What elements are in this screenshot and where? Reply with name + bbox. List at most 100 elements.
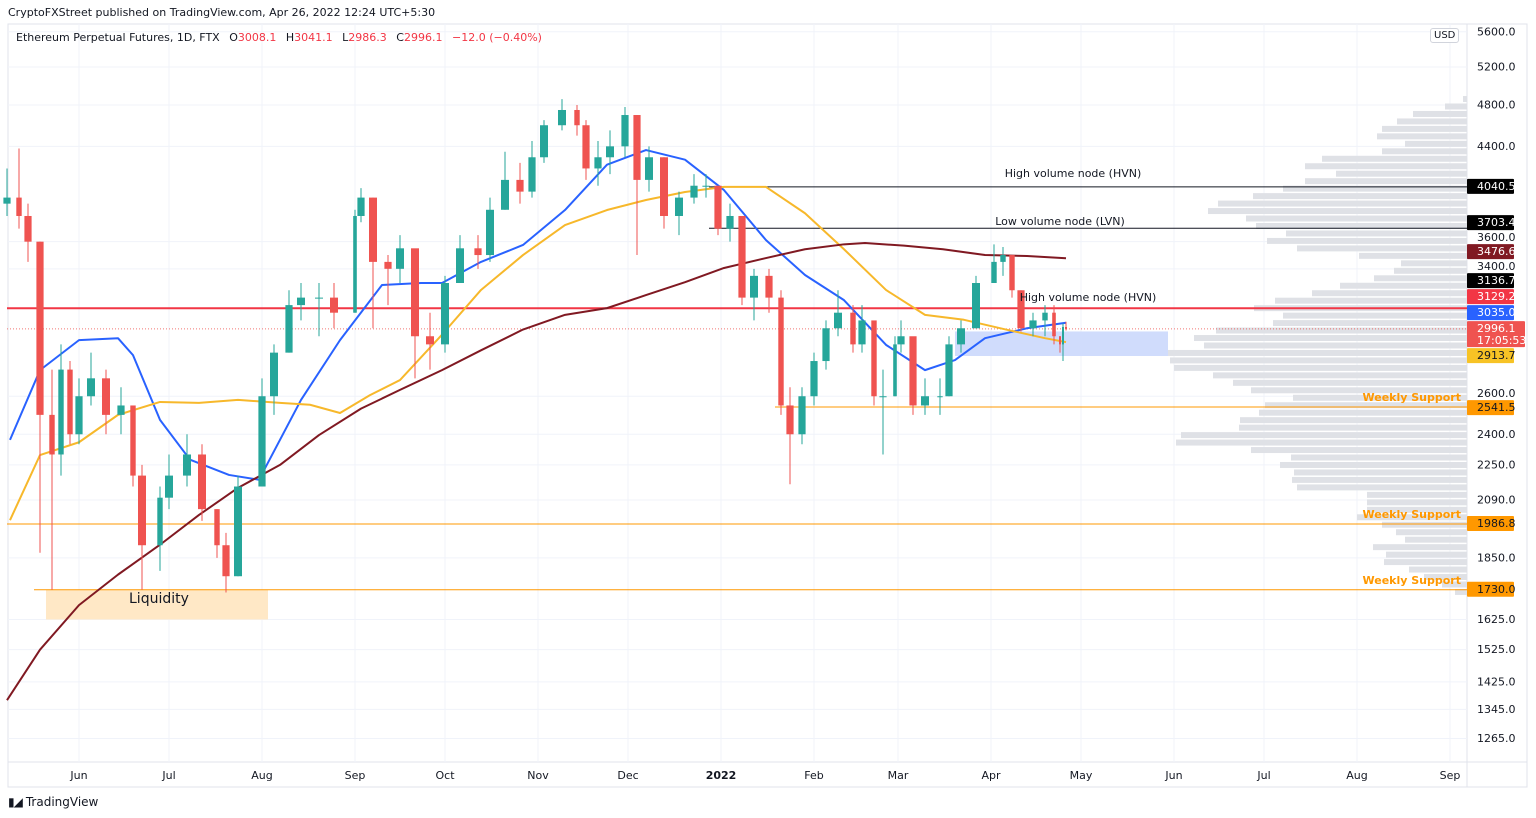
volume-profile-bar (1312, 290, 1467, 297)
candle (765, 268, 773, 313)
volume-profile-bar (1208, 208, 1467, 215)
volume-node-label: High volume node (HVN) (1005, 167, 1142, 180)
candle (750, 268, 758, 321)
candle (87, 352, 95, 406)
candle-body (441, 282, 449, 345)
candle-body (1000, 255, 1006, 262)
price-label-bg (1467, 348, 1514, 364)
volume-profile-bar (1233, 379, 1467, 386)
x-tick-label: May (1070, 769, 1093, 782)
volume-profile-bar (1297, 245, 1467, 252)
volume-profile-bar (1239, 424, 1467, 431)
candle (1000, 246, 1006, 276)
x-tick-label: Aug (1346, 769, 1367, 782)
candle-body (24, 215, 32, 242)
candle-body (714, 185, 722, 229)
candle-body (516, 179, 524, 192)
volume-profile-bar (1291, 454, 1467, 461)
candle-body (822, 328, 830, 362)
volume-profile-bar (1382, 521, 1467, 528)
candle-body (67, 369, 73, 435)
x-tick-label: Sep (345, 769, 366, 782)
candle (36, 241, 44, 553)
candle-body (396, 248, 404, 269)
volume-profile-bar (1374, 275, 1467, 282)
close-value: 2996.1 (403, 31, 443, 44)
candle (594, 140, 602, 186)
candle (297, 282, 305, 321)
symbol-name[interactable]: Ethereum Perpetual Futures, 1D, FTX (16, 31, 220, 44)
candle (1009, 255, 1015, 298)
candle-body (909, 336, 917, 406)
candle-body (558, 109, 566, 126)
price-label-bg (1467, 289, 1514, 305)
price-label: 2541.5 (1477, 401, 1516, 414)
candle-body (330, 297, 338, 313)
candle-body (937, 396, 943, 398)
volume-profile-bar (1251, 387, 1467, 394)
candle-body (957, 328, 965, 345)
candle (660, 157, 668, 229)
candle (1029, 312, 1037, 337)
candle (879, 369, 887, 455)
volume-profile-bar (1305, 178, 1467, 185)
candle (258, 378, 266, 487)
candle (690, 174, 698, 204)
candle-body (49, 414, 55, 455)
candle-body (972, 282, 980, 329)
price-label-bg (1467, 244, 1514, 260)
candle (396, 235, 404, 283)
y-tick-label: 5200.0 (1477, 61, 1516, 74)
candle (130, 405, 136, 487)
moving-average-line (6, 241, 1067, 701)
x-tick-label: Jun (1164, 769, 1182, 782)
candle-body (765, 275, 773, 298)
candle-body (786, 405, 794, 435)
candle (49, 369, 55, 590)
candle (456, 235, 464, 283)
volume-profile-bar (1294, 469, 1467, 476)
volume-profile-bar (1386, 551, 1467, 558)
volume-profile-bar (1359, 252, 1467, 259)
volume-profile-bar (1174, 364, 1467, 371)
candle-body (702, 185, 710, 187)
y-tick-label: 1265.0 (1477, 732, 1516, 745)
volume-profile-bar (1396, 529, 1467, 536)
volume-profile-bar (1273, 320, 1467, 327)
price-label: 3136.7 (1477, 274, 1516, 287)
candle-body (285, 305, 293, 353)
footer-brand: ▮◢ TradingView (8, 795, 98, 809)
candle-body (738, 215, 746, 298)
change-value: −12.0 (−0.40%) (451, 31, 542, 44)
volume-profile-bar (1373, 544, 1467, 551)
weekly-support-label: Weekly Support (1363, 391, 1462, 404)
candle-body (138, 475, 146, 546)
volume-profile-bar (1336, 170, 1467, 177)
currency-button[interactable]: USD (1430, 28, 1460, 43)
volume-profile-bar (1267, 237, 1467, 244)
candle-body (1042, 312, 1048, 321)
low-label: L (342, 31, 349, 44)
weekly-support-label: Weekly Support (1363, 508, 1462, 521)
volume-profile-bar (1265, 402, 1467, 409)
candle-body (369, 197, 377, 262)
price-label-bg (1467, 305, 1514, 321)
zone-liquidity (46, 589, 268, 620)
candle (937, 378, 943, 415)
candle-body (130, 405, 136, 476)
y-tick-label: 3600.0 (1477, 231, 1516, 244)
candle (516, 162, 524, 204)
x-tick-label: Mar (888, 769, 909, 782)
candle-body (87, 378, 95, 397)
countdown-label: 17:05:53 (1477, 334, 1526, 347)
x-tick-label: 2022 (706, 769, 737, 782)
candle (285, 290, 293, 353)
candle (528, 140, 536, 198)
candle-body (353, 215, 357, 313)
y-tick-label: 1850.0 (1477, 551, 1516, 564)
volume-profile-bar (1194, 335, 1467, 342)
candle-body (675, 197, 683, 216)
candle (1042, 305, 1048, 337)
price-label-bg (1467, 581, 1514, 597)
